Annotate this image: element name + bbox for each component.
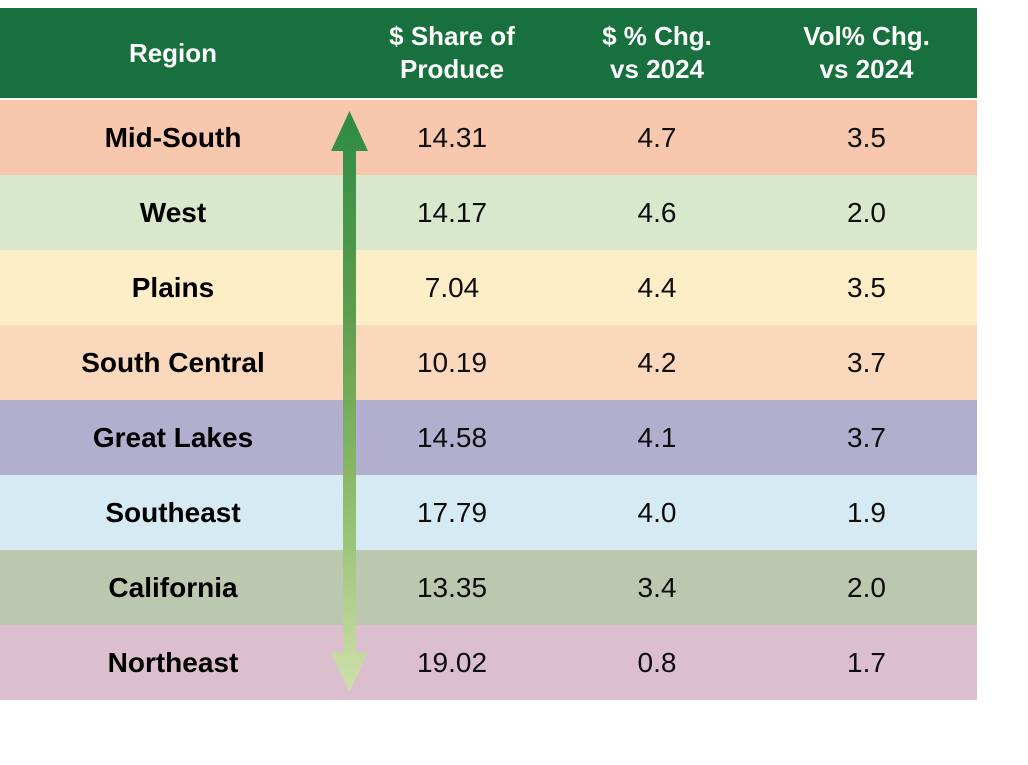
- table-row-plains: Plains 7.04 4.4 3.5: [0, 250, 977, 325]
- region-cell: South Central: [81, 346, 265, 378]
- region-cell: Mid-South: [104, 121, 242, 153]
- region-cell: Northeast: [107, 646, 239, 678]
- dollar-chg-cell: 3.4: [637, 571, 677, 603]
- share-cell: 14.58: [416, 421, 488, 453]
- table-row-california: California 13.35 3.4 2.0: [0, 550, 977, 625]
- header-cell-dollar-chg: $ % Chg. vs 2024: [558, 8, 756, 98]
- vol-chg-cell: 1.7: [847, 646, 886, 678]
- header-label-dollar-chg-line2: vs 2024: [610, 54, 704, 84]
- share-cell: 10.19: [416, 346, 488, 378]
- dollar-chg-cell: 0.8: [637, 646, 677, 678]
- dollar-chg-cell: 4.4: [637, 271, 677, 303]
- table-header-row: Region $ Share of Produce $ % Chg. vs 20…: [0, 8, 977, 100]
- share-cell: 14.17: [416, 196, 488, 228]
- double-headed-arrow-shape: [331, 111, 368, 692]
- vol-chg-cell: 3.7: [847, 421, 886, 453]
- header-label-vol-chg-line1: Vol% Chg.: [803, 21, 930, 51]
- dollar-chg-cell: 4.2: [637, 346, 677, 378]
- dollar-chg-cell: 4.6: [637, 196, 677, 228]
- table-row-northeast: Northeast 19.02 0.8 1.7: [0, 625, 977, 700]
- region-performance-table: Region $ Share of Produce $ % Chg. vs 20…: [0, 8, 977, 700]
- table-row-west: West 14.17 4.6 2.0: [0, 175, 977, 250]
- table-row-southeast: Southeast 17.79 4.0 1.9: [0, 475, 977, 550]
- region-cell: Plains: [131, 271, 215, 303]
- region-cell: West: [139, 196, 207, 228]
- share-cell: 7.04: [424, 271, 480, 303]
- share-cell: 17.79: [416, 496, 488, 528]
- share-cell: 19.02: [416, 646, 488, 678]
- region-cell: California: [108, 571, 238, 603]
- dollar-chg-cell: 4.0: [637, 496, 677, 528]
- share-cell: 14.31: [416, 121, 488, 153]
- dollar-chg-cell: 4.7: [637, 121, 677, 153]
- vol-chg-cell: 3.5: [847, 271, 886, 303]
- vol-chg-cell: 1.9: [847, 496, 886, 528]
- vol-chg-cell: 2.0: [847, 196, 886, 228]
- share-cell: 13.35: [416, 571, 488, 603]
- table-row-mid-south: Mid-South 14.31 4.7 3.5: [0, 100, 977, 175]
- table-row-great-lakes: Great Lakes 14.58 4.1 3.7: [0, 400, 977, 475]
- header-label-share-line2: Produce: [399, 54, 505, 84]
- region-cell: Southeast: [105, 496, 241, 528]
- header-label-dollar-chg-line1: $ % Chg.: [602, 21, 712, 51]
- vol-chg-cell: 2.0: [847, 571, 886, 603]
- vol-chg-cell: 3.5: [847, 121, 886, 153]
- vol-chg-cell: 3.7: [847, 346, 886, 378]
- header-cell-region: Region: [0, 8, 346, 98]
- header-label-vol-chg-line2: vs 2024: [819, 54, 914, 84]
- table-row-south-central: South Central 10.19 4.2 3.7: [0, 325, 977, 400]
- dollar-chg-cell: 4.1: [637, 421, 677, 453]
- header-label-share-line1: $ Share of: [389, 21, 515, 51]
- header-cell-vol-chg: Vol% Chg. vs 2024: [756, 8, 977, 98]
- header-label-region: Region: [128, 37, 218, 68]
- region-cell: Great Lakes: [92, 421, 254, 453]
- descending-sort-arrow-icon: [331, 111, 368, 692]
- header-cell-share: $ Share of Produce: [346, 8, 558, 98]
